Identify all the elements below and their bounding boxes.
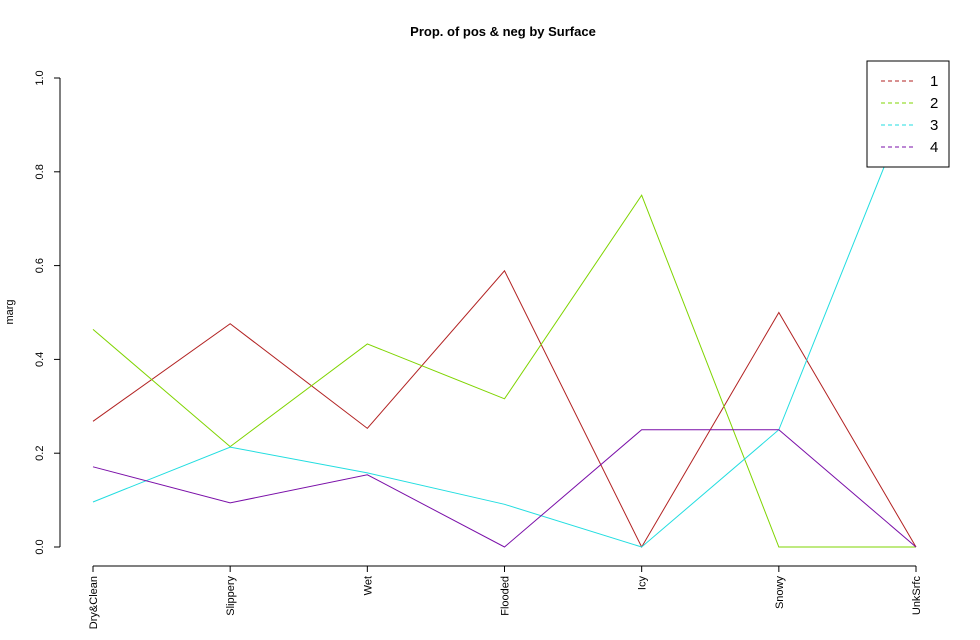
y-axis: 0.0 0.2 0.4 0.6 0.8 1.0	[34, 70, 61, 555]
chart-title: Prop. of pos & neg by Surface	[410, 24, 596, 39]
x-tick-label: Wet	[362, 576, 374, 595]
x-tick-label: UnkSrfc	[911, 576, 923, 616]
y-tick-label: 0.6	[34, 258, 46, 273]
x-tick-label: Flooded	[500, 576, 512, 616]
y-tick-label: 0.0	[34, 539, 46, 554]
legend-label-1: 1	[930, 73, 938, 90]
x-tick-label: Snowy	[774, 576, 786, 610]
y-tick-label: 0.2	[34, 446, 46, 461]
y-axis-label: marg	[4, 299, 16, 324]
series-line-2	[92, 194, 916, 548]
legend: 1 2 3 4	[866, 60, 950, 168]
legend-box	[866, 60, 950, 168]
legend-label-3: 3	[930, 117, 938, 134]
y-tick-label: 0.8	[34, 164, 46, 179]
series-line-3	[92, 87, 917, 548]
x-tick-label: Icy	[637, 576, 649, 591]
y-tick-label: 1.0	[34, 70, 46, 85]
x-tick-label: Dry&Clean	[88, 576, 100, 629]
series-line-4	[92, 429, 917, 548]
y-tick-label: 0.4	[34, 352, 46, 367]
legend-label-4: 4	[930, 139, 938, 156]
legend-label-2: 2	[930, 95, 938, 112]
x-tick-label: Slippery	[225, 576, 237, 616]
series-line-1	[92, 269, 917, 549]
x-axis: Dry&Clean Slippery Wet Flooded Icy Snowy UnkSr…	[88, 565, 923, 629]
series-layer	[92, 87, 917, 549]
